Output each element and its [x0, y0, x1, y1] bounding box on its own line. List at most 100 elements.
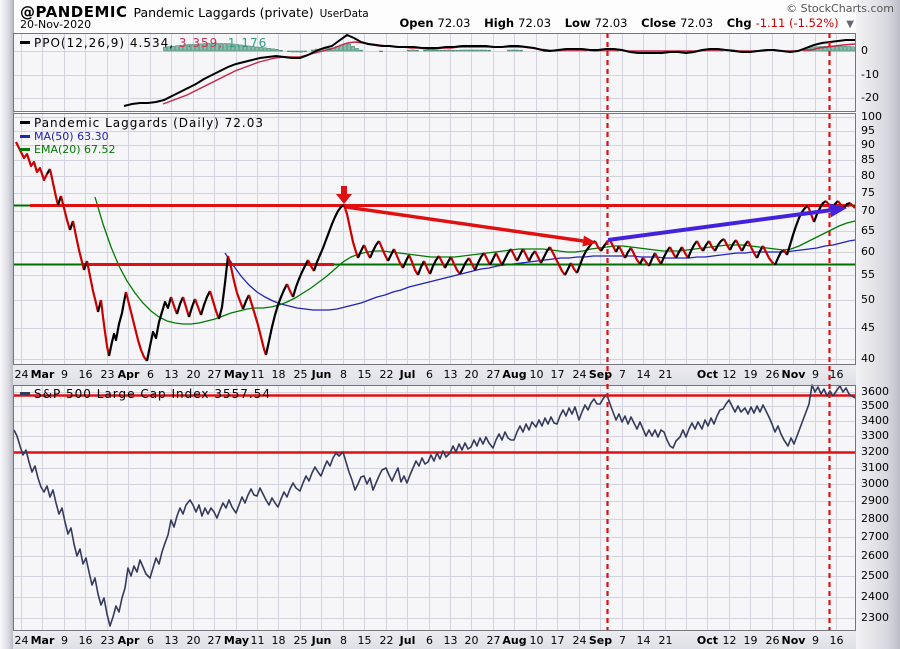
- ppo-signal-value: 3.359,: [178, 36, 224, 50]
- y-axis-label: 45: [861, 321, 875, 334]
- y-axis-label: 80: [861, 169, 875, 182]
- ppo-line-swatch: [20, 41, 30, 44]
- ma50-legend: MA(50) 63.30: [20, 130, 109, 143]
- ema20-legend: EMA(20) 67.52: [20, 143, 116, 156]
- ma50-line-swatch: [20, 134, 30, 138]
- chevron-down-icon[interactable]: ▼: [846, 19, 854, 30]
- x-axis-label: 12: [722, 634, 737, 647]
- y-axis-label: 85: [861, 153, 875, 166]
- ohlc-quote-row: Open 72.03 High 72.03 Low 72.03 Close 72.03 …: [400, 16, 854, 30]
- x-axis-label: 18: [271, 634, 286, 647]
- x-axis-label: 15: [357, 634, 372, 647]
- x-axis-label: 13: [164, 368, 179, 381]
- y-axis-label: 0: [861, 44, 868, 57]
- x-axis-label: 18: [271, 368, 286, 381]
- x-axis-label: 13: [443, 634, 458, 647]
- y-axis-label: 95: [861, 124, 875, 137]
- x-axis-label: 7: [619, 368, 626, 381]
- ppo-legend: PPO(12,26,9) 4.534, 3.359, 1.176: [20, 36, 267, 50]
- x-axis-label: Oct: [696, 634, 719, 647]
- x-axis-label: 9: [61, 634, 68, 647]
- x-axis-label: Jun: [311, 634, 332, 647]
- x-axis-label: 24: [14, 634, 29, 647]
- x-axis-label: 6: [147, 634, 154, 647]
- x-axis-label: 19: [743, 634, 758, 647]
- open-value: 72.03: [437, 16, 471, 30]
- right-axis-rail: [856, 0, 900, 649]
- low-label: Low: [564, 16, 591, 30]
- x-axis-label: 22: [379, 368, 394, 381]
- copyright: © StockCharts.com: [786, 2, 894, 15]
- x-axis-label: 15: [357, 368, 372, 381]
- x-axis-label: 27: [486, 634, 501, 647]
- y-axis-label: 2300: [861, 611, 889, 624]
- x-axis-label: 24: [14, 368, 29, 381]
- x-axis-label: 24: [572, 634, 587, 647]
- y-axis-label: 3300: [861, 429, 889, 442]
- ppo-label: PPO(12,26,9): [34, 36, 126, 50]
- header: @PANDEMIC Pandemic Laggards (private) User…: [20, 2, 369, 21]
- x-axis-label: 21: [658, 634, 673, 647]
- price-line-swatch: [20, 121, 30, 124]
- ema20-legend-label: EMA(20) 67.52: [34, 143, 116, 156]
- y-axis-label: 40: [861, 352, 875, 365]
- x-axis-label: 8: [340, 368, 347, 381]
- x-axis-label: 6: [147, 368, 154, 381]
- x-axis-label: Sep: [588, 634, 613, 647]
- x-axis-label: May: [223, 368, 250, 381]
- x-axis-label: 9: [61, 368, 68, 381]
- chg-value: -1.11 (-1.52%): [755, 16, 839, 30]
- sp500-legend: S&P 500 Large Cap Index 3557.54: [20, 387, 271, 401]
- sp500-line-swatch: [20, 392, 30, 395]
- x-axis-label: 9: [812, 368, 819, 381]
- x-axis-label: 23: [100, 634, 115, 647]
- x-axis-label: 16: [829, 634, 844, 647]
- y-axis-label: 50: [861, 293, 875, 306]
- ticker-symbol: @PANDEMIC: [20, 3, 128, 21]
- x-axis-label: 27: [207, 634, 222, 647]
- x-axis-label: 26: [765, 368, 780, 381]
- sp500-legend-label: S&P 500 Large Cap Index 3557.54: [34, 387, 271, 401]
- ppo-hist-value: 1.176: [227, 36, 268, 50]
- x-axis-label: 7: [619, 634, 626, 647]
- y-axis-label: 2800: [861, 512, 889, 525]
- x-axis-label: 10: [529, 634, 544, 647]
- x-axis-label: 16: [78, 634, 93, 647]
- y-axis-label: 3000: [861, 477, 889, 490]
- x-axis-label: 11: [250, 634, 265, 647]
- ppo-value: 4.534,: [129, 36, 175, 50]
- close-value: 72.03: [680, 16, 714, 30]
- y-axis-label: 100: [861, 110, 882, 123]
- x-axis-label: 14: [636, 634, 651, 647]
- high-label: High: [484, 16, 515, 30]
- x-axis-label: Sep: [588, 368, 613, 381]
- x-axis-label: 27: [207, 368, 222, 381]
- close-label: Close: [641, 16, 677, 30]
- y-axis-label: 55: [861, 268, 875, 281]
- date-axis-strip: [13, 364, 856, 385]
- x-axis-label: 20: [186, 634, 201, 647]
- x-axis-label: 11: [250, 368, 265, 381]
- x-axis-label: Jun: [311, 368, 332, 381]
- x-axis-label: 24: [572, 368, 587, 381]
- x-axis-label: 21: [658, 368, 673, 381]
- y-axis-label: 3600: [861, 385, 889, 398]
- y-axis-label: 65: [861, 224, 875, 237]
- y-axis-label: 3400: [861, 414, 889, 427]
- x-axis-label: 6: [426, 368, 433, 381]
- high-value: 72.03: [518, 16, 552, 30]
- x-axis-label: 17: [550, 634, 565, 647]
- x-axis-label: 14: [636, 368, 651, 381]
- price-legend: Pandemic Laggards (Daily) 72.03: [20, 116, 264, 130]
- y-axis-label: 3200: [861, 445, 889, 458]
- ema20-line-swatch: [20, 147, 30, 151]
- x-axis-label: 16: [78, 368, 93, 381]
- y-axis-label: 90: [861, 138, 875, 151]
- x-axis-label: 8: [340, 634, 347, 647]
- chg-label: Chg: [726, 16, 752, 30]
- ma50-legend-label: MA(50) 63.30: [34, 130, 109, 143]
- x-axis-label: 6: [426, 634, 433, 647]
- chart-date: 20-Nov-2020: [20, 18, 92, 31]
